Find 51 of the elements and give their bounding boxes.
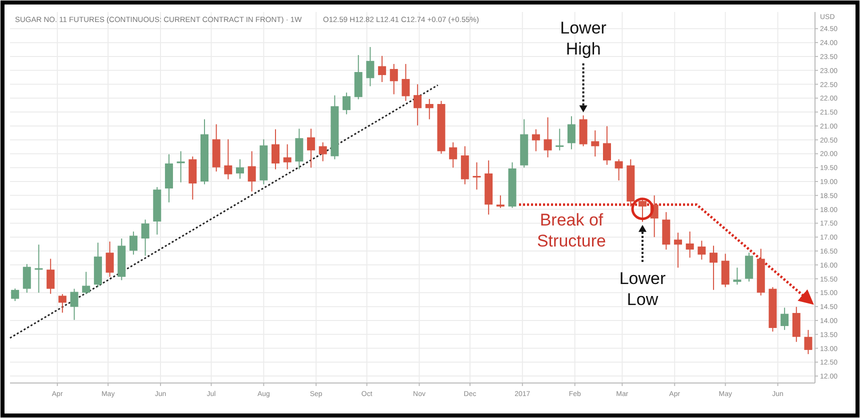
candlestick	[591, 130, 600, 158]
candlestick	[342, 92, 351, 115]
annotation: Break of Structure	[536, 210, 606, 251]
candlestick	[402, 63, 410, 102]
candlestick	[674, 232, 682, 268]
candlestick	[58, 294, 66, 314]
candlestick	[378, 55, 386, 83]
candlestick	[733, 267, 742, 286]
candlestick	[318, 142, 327, 162]
candlestick	[496, 194, 504, 208]
candlestick	[224, 138, 232, 180]
candlestick	[544, 116, 552, 158]
candlestick	[307, 128, 316, 168]
candlestick	[472, 162, 481, 190]
candlestick	[638, 198, 646, 222]
candlestick	[390, 63, 398, 95]
candlestick	[272, 128, 280, 170]
candlestick	[34, 244, 43, 294]
candlestick	[425, 98, 434, 120]
annotation: Lower High	[560, 18, 607, 58]
candlestick	[792, 306, 800, 342]
candlestick	[602, 126, 611, 166]
candlestick	[567, 116, 576, 150]
candlestick	[46, 258, 55, 294]
candlestick	[236, 158, 244, 180]
annotation: Lower Low	[619, 268, 666, 309]
candlestick	[698, 240, 706, 260]
candlestick	[176, 150, 185, 183]
candlestick	[22, 264, 31, 294]
candlestick	[745, 252, 754, 282]
candlestick	[721, 253, 730, 288]
candlestick	[70, 288, 78, 320]
candlestick	[141, 219, 150, 256]
candlestick	[556, 128, 564, 151]
candlestick	[614, 158, 623, 181]
candlestick	[780, 307, 789, 330]
candlestick	[414, 84, 422, 126]
candlestick	[129, 231, 138, 256]
candlestick	[82, 271, 90, 295]
candlestick	[11, 288, 20, 302]
candlestick	[106, 241, 114, 278]
candlestick	[710, 245, 718, 290]
candlestick	[283, 144, 292, 170]
candlestick	[248, 150, 256, 192]
candlestick	[804, 329, 812, 355]
candlestick	[686, 231, 694, 258]
candlestick	[295, 128, 304, 170]
candlestick	[460, 146, 469, 185]
candlestick	[366, 46, 374, 87]
candlestick	[449, 142, 458, 168]
candlestick	[532, 128, 540, 152]
